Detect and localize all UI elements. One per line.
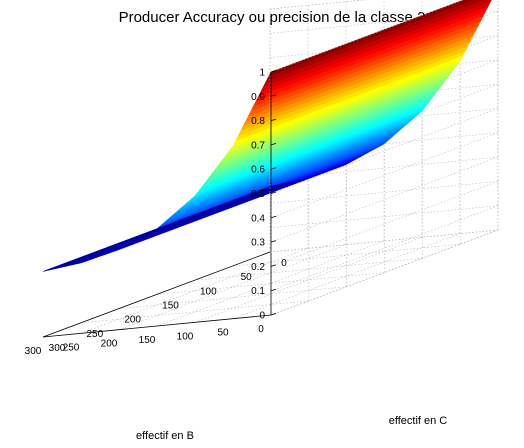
z-tick-mark — [270, 118, 277, 121]
chart-title: Producer Accuracy ou precision de la cla… — [119, 9, 426, 26]
x-axis-label: effectif en B — [136, 430, 194, 442]
y-tick-label: 150 — [162, 301, 179, 312]
x-tick-label: 250 — [63, 342, 80, 353]
z-tick-mark — [270, 264, 277, 267]
y-axis-label: effectif en C — [389, 415, 448, 427]
y-axis-line — [42, 251, 271, 338]
z-tick-label: 0.1 — [251, 286, 265, 297]
grid-line-x-floor — [194, 237, 423, 323]
z-tick-mark — [270, 143, 277, 146]
x-tick-label: 50 — [217, 328, 229, 339]
grid-line-x-floor — [118, 244, 347, 330]
z-tick-label: 0.8 — [251, 116, 265, 127]
z-tick-label: 0.3 — [251, 238, 265, 249]
z-tick-mark — [270, 70, 277, 73]
x-tick-label: 150 — [139, 335, 156, 346]
y-tick-label: 0 — [281, 258, 287, 269]
y-tick-label: 300 — [49, 343, 66, 354]
grid-line-z-back-left — [270, 205, 499, 291]
grid-line-y-floor — [80, 300, 309, 324]
z-tick-mark — [270, 240, 277, 243]
z-tick-mark — [270, 313, 277, 316]
x-tick-label: 100 — [177, 331, 194, 342]
z-tick-label: 1 — [259, 68, 265, 79]
z-tick-mark — [270, 288, 277, 292]
x-tick-label: 0 — [258, 324, 264, 335]
grid-line-y-floor — [156, 272, 385, 295]
z-tick-label: 0 — [259, 311, 265, 322]
surface — [42, 0, 492, 272]
y-tick-label: 250 — [86, 329, 103, 340]
z-tick-mark — [270, 215, 277, 219]
z-tick-label: 0.6 — [251, 165, 265, 176]
x-tick-label: 300 — [25, 346, 42, 357]
surface-strip — [42, 185, 273, 272]
x-tick-label: 200 — [101, 339, 118, 350]
y-tick-label: 200 — [124, 315, 141, 326]
grid-line-x-floor — [80, 248, 309, 334]
grid-line-x-floor — [156, 240, 385, 327]
z-tick-label: 0.4 — [251, 213, 265, 224]
axes-frame — [42, 0, 499, 338]
y-tick-label: 100 — [200, 286, 217, 297]
z-tick-mark — [270, 94, 277, 97]
x-axis-line — [42, 314, 272, 338]
z-tick-label: 0.7 — [251, 140, 265, 151]
z-tick-label: 0.2 — [251, 262, 265, 273]
tick-labels: 0 0.1 0.2 0.3 0.4 0.5 0.6 0.7 0.8 0.9 1 0 50 100 150 20… — [25, 68, 288, 358]
z-tick-mark — [270, 167, 277, 170]
z-tick-mark — [270, 191, 277, 194]
z-tick-label: 0.9 — [251, 92, 265, 103]
z-tick-label: 0.5 — [251, 189, 265, 200]
y-tick-label: 50 — [241, 272, 253, 283]
